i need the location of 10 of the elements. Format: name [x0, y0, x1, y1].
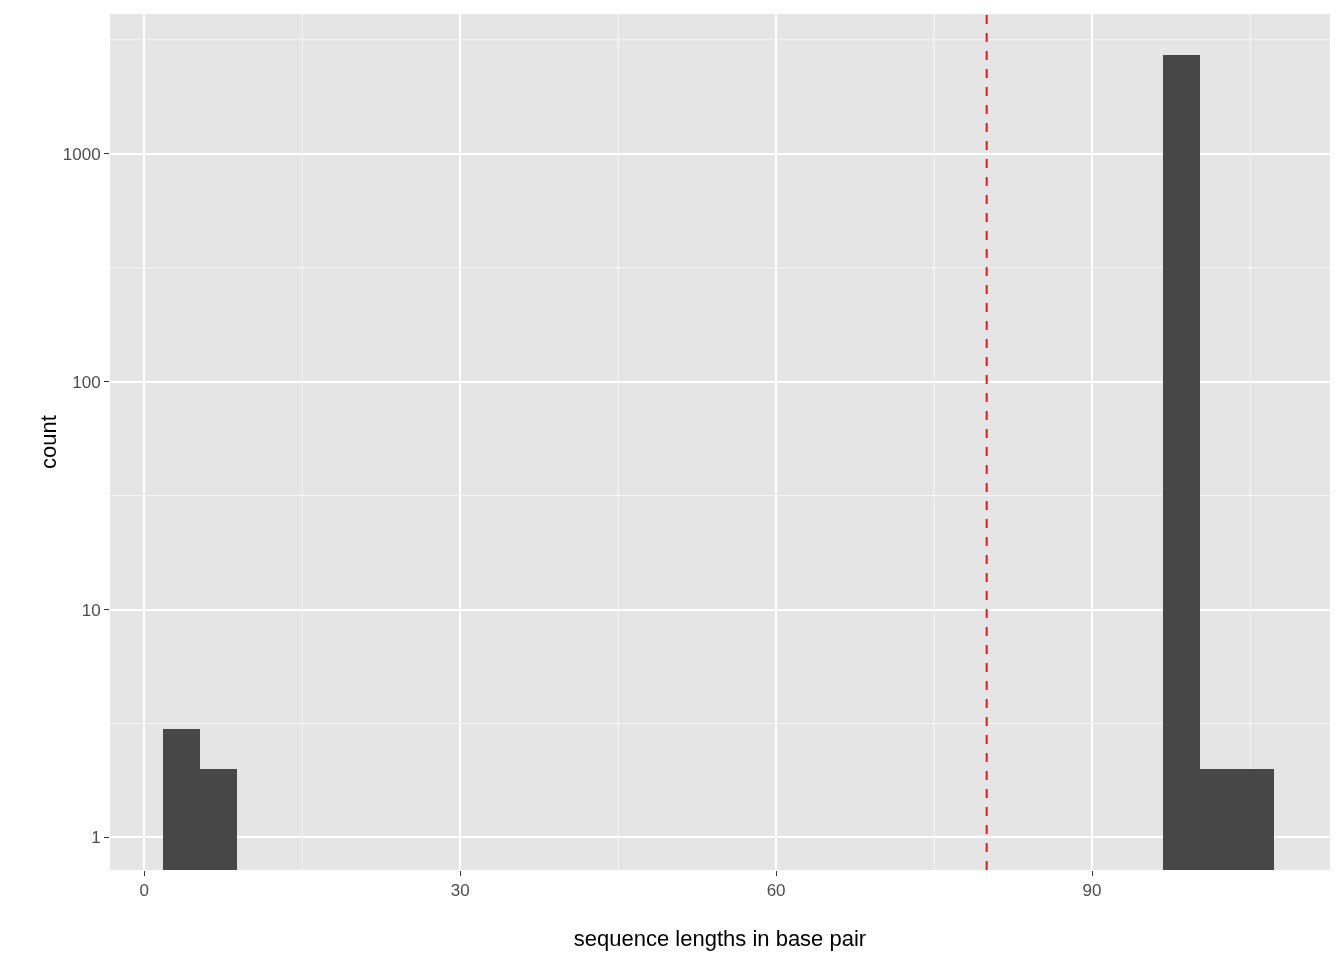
x-tick-label: 0 — [139, 881, 149, 901]
y-tick-label: 100 — [72, 372, 101, 392]
x-tick-label: 90 — [1082, 881, 1102, 901]
y-tick-label: 1 — [91, 828, 101, 848]
y-axis-title: count — [36, 415, 61, 469]
x-tick-label: 60 — [766, 881, 786, 901]
x-tick-label: 30 — [450, 881, 470, 901]
y-tick-label: 10 — [81, 600, 101, 620]
x-axis-title: sequence lengths in base pair — [573, 926, 867, 951]
y-tick-label: 1000 — [62, 144, 101, 164]
